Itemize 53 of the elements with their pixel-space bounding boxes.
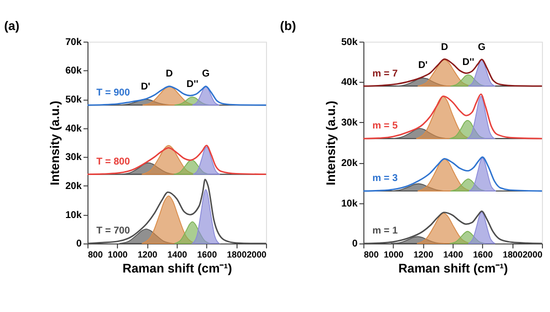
x-tick-label: 1400 <box>443 249 464 260</box>
series-label: m = 3 <box>372 173 398 184</box>
series-label: T = 800 <box>96 156 131 168</box>
y-tick-label: 50k <box>341 36 358 48</box>
y-tick-label: 0 <box>76 238 82 250</box>
x-tick-label: 1200 <box>413 249 434 260</box>
x-tick-label: 1000 <box>108 249 128 260</box>
y-tick-label: 10k <box>65 210 82 221</box>
x-axis-title: Raman shift (cm⁻¹) <box>122 262 232 276</box>
y-tick-label: 20k <box>65 180 82 192</box>
x-tick-label: 1800 <box>226 249 247 260</box>
y-axis-title: Intensity (a.u.) <box>48 100 62 186</box>
y-tick-label: 50k <box>65 94 82 106</box>
x-tick-label: 1200 <box>138 249 158 260</box>
y-tick-label: 40k <box>341 77 358 88</box>
y-axis-title: Intensity (a.u.) <box>324 100 338 186</box>
annotation: D <box>440 42 448 54</box>
y-tick-label: 10k <box>341 198 358 210</box>
x-axis-title: Raman shift (cm⁻¹) <box>398 262 508 276</box>
series-label: m = 5 <box>372 120 398 132</box>
x-tick-label: 800 <box>88 249 103 260</box>
line-series <box>362 93 543 140</box>
line-series <box>362 156 543 192</box>
y-tick-label: 30k <box>341 118 358 129</box>
x-tick-label: 1600 <box>472 249 493 260</box>
annotation: D' <box>140 82 150 93</box>
annotation: G <box>202 68 210 80</box>
chart-title: (a) <box>4 19 20 34</box>
line-series <box>362 58 543 87</box>
y-tick-label: 30k <box>65 152 82 164</box>
y-tick-label: 60k <box>65 66 82 77</box>
annotation: D' <box>418 60 428 72</box>
x-tick-label: 2000 <box>246 249 267 260</box>
series-label: T = 900 <box>96 87 131 98</box>
x-tick-label: 2000 <box>522 249 542 260</box>
y-tick-label: 20k <box>341 158 358 169</box>
annotation: D'' <box>462 56 474 68</box>
series-label: T = 700 <box>96 226 131 237</box>
annotation: D'' <box>186 79 198 90</box>
y-tick-label: 70k <box>65 36 82 48</box>
x-tick-label: 1400 <box>167 249 188 260</box>
x-tick-label: 800 <box>364 249 379 260</box>
annotation: G <box>478 42 486 54</box>
y-tick-label: 40k <box>65 123 82 134</box>
annotation: D <box>166 68 173 80</box>
x-tick-label: 1000 <box>384 249 404 260</box>
series-label: m = 1 <box>372 226 398 237</box>
x-tick-label: 1600 <box>197 249 217 260</box>
line-series <box>86 144 267 176</box>
x-tick-label: 1800 <box>502 249 523 260</box>
series-label: m = 7 <box>372 68 398 80</box>
chart-title: (b) <box>280 19 296 34</box>
y-tick-label: 0 <box>352 238 358 250</box>
